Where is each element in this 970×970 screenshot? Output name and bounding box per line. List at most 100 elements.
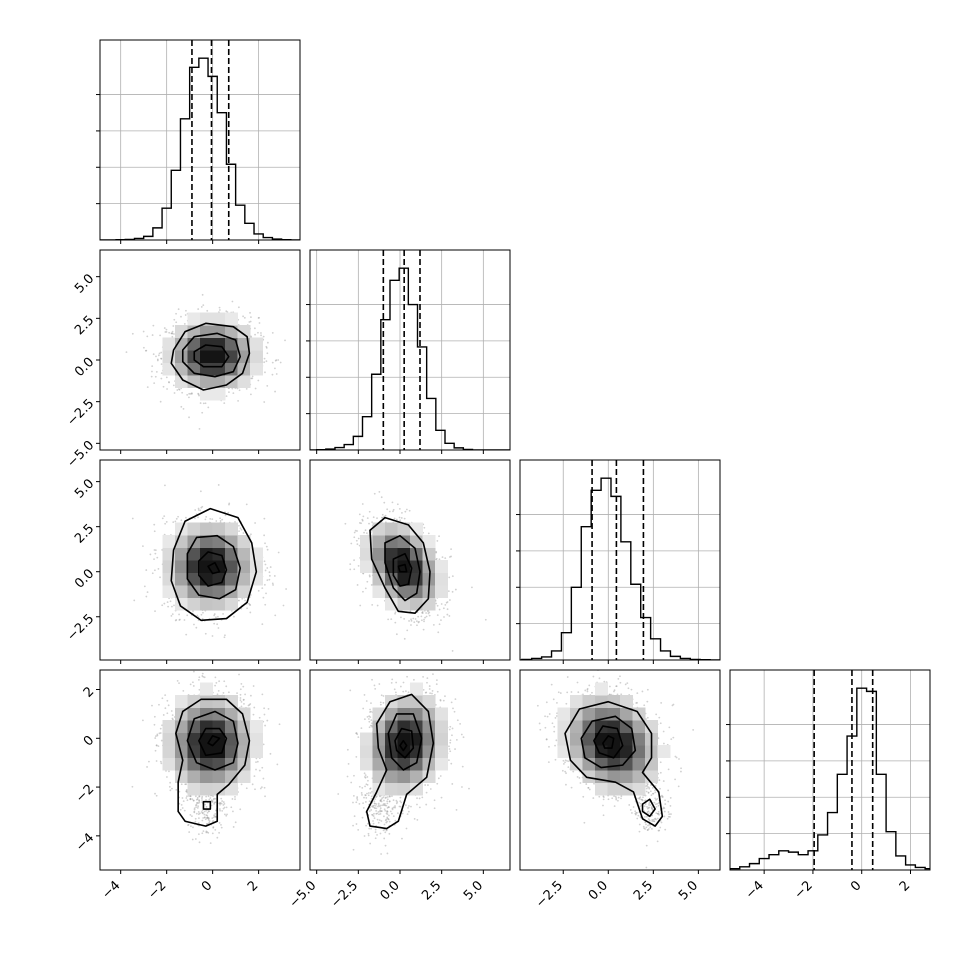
density-cell (200, 572, 213, 586)
scatter-point (228, 391, 230, 394)
scatter-point (231, 300, 234, 303)
scatter-point (390, 618, 393, 621)
scatter-point (268, 578, 271, 581)
density-cell (200, 522, 213, 536)
scatter-point (376, 517, 378, 520)
scatter-point (366, 580, 369, 583)
ytick-label-2-2: 2.5 (72, 521, 97, 546)
scatter-point (159, 334, 161, 337)
scatter-point (163, 327, 166, 329)
scatter-point (197, 393, 200, 396)
scatter-point (160, 351, 163, 354)
scatter-point (199, 402, 202, 404)
scatter-point (164, 331, 167, 333)
density-cell (200, 312, 213, 326)
scatter-point (471, 586, 473, 589)
density-cell (212, 375, 226, 388)
scatter-point (364, 587, 367, 590)
ytick-label-2-0: −2.5 (64, 611, 97, 644)
ytick-label-1-3: 2.5 (72, 313, 97, 338)
scatter-point (263, 517, 266, 520)
scatter-point (161, 604, 164, 607)
scatter-point (157, 568, 160, 570)
scatter-point (238, 530, 240, 533)
scatter-point (437, 631, 440, 634)
scatter-point (358, 522, 361, 524)
scatter-point (361, 503, 364, 505)
scatter-point (442, 607, 445, 610)
scatter-point (189, 392, 192, 395)
density-cell (250, 350, 263, 363)
scatter-point (174, 520, 177, 523)
scatter-point (417, 621, 420, 624)
scatter-point (263, 361, 266, 364)
scatter-point (262, 335, 265, 338)
scatter-point (201, 293, 204, 296)
density-cell (162, 560, 176, 573)
density-cell (187, 572, 201, 586)
scatter-point (251, 375, 254, 378)
scatter-point (361, 518, 364, 521)
scatter-point (221, 518, 224, 521)
scatter-point (228, 503, 230, 506)
scatter-point (396, 503, 399, 506)
density-cell (200, 337, 213, 351)
scatter-point (144, 349, 147, 352)
scatter-point (198, 394, 200, 397)
density-cell (212, 522, 226, 536)
scatter-point (204, 632, 207, 635)
scatter-point (406, 629, 409, 632)
scatter-point (153, 569, 156, 572)
scatter-point (131, 517, 134, 520)
scatter-point (166, 601, 169, 603)
density-cell (250, 362, 263, 376)
scatter-point (257, 331, 259, 334)
ytick-label-1-0: −5.0 (64, 438, 97, 471)
scatter-point (242, 532, 245, 534)
scatter-point (164, 484, 166, 487)
scatter-point (175, 517, 178, 520)
scatter-point (394, 612, 396, 615)
scatter-point (368, 522, 370, 525)
scatter-point (403, 637, 406, 640)
scatter-point (155, 370, 158, 373)
density-cell (225, 312, 238, 326)
scatter-point (197, 516, 199, 519)
scatter-point (415, 620, 418, 623)
density-cell (212, 597, 226, 611)
scatter-point (368, 574, 371, 577)
scatter-point (213, 622, 216, 625)
scatter-point (384, 514, 387, 517)
density-cell (200, 350, 213, 363)
scatter-point (408, 509, 411, 512)
scatter-point (178, 619, 181, 621)
scatter-point (264, 569, 267, 572)
scatter-point (405, 508, 408, 511)
scatter-point (171, 335, 174, 338)
scatter-point (265, 347, 268, 349)
scatter-point (180, 519, 183, 522)
scatter-point (416, 624, 418, 627)
scatter-point (218, 309, 221, 311)
scatter-point (383, 501, 386, 504)
density-cell (187, 585, 201, 598)
scatter-point (263, 357, 266, 360)
panel-2-0: −2.50.02.55.0 (64, 459, 301, 664)
density-cell (225, 337, 238, 351)
panel-0-0 (96, 39, 301, 244)
density-cell (162, 362, 176, 376)
scatter-point (398, 508, 401, 510)
scatter-point (372, 516, 375, 519)
scatter-point (440, 619, 442, 622)
scatter-point (264, 371, 266, 374)
density-cell (187, 312, 201, 326)
scatter-point (224, 634, 226, 637)
scatter-point (228, 502, 231, 505)
panel-frame-1-1 (309, 249, 511, 451)
scatter-point (392, 508, 395, 511)
scatter-point (403, 617, 406, 620)
density-cell (162, 337, 176, 351)
scatter-point (257, 317, 260, 319)
scatter-point (164, 522, 167, 525)
scatter-point (209, 517, 212, 520)
